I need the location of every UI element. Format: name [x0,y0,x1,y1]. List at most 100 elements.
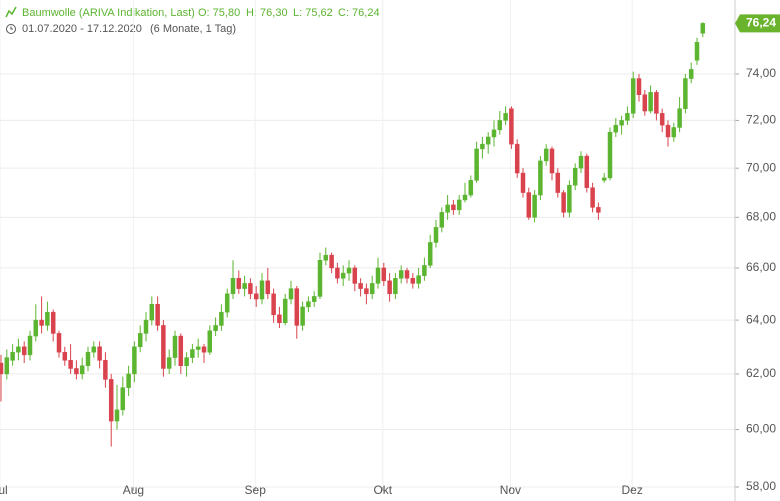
candle-body [45,311,50,326]
candle-body [393,277,398,295]
candle-body [526,192,532,218]
candle-body [422,265,427,276]
candle-body [474,148,479,181]
y-tick-label: 70,00 [746,160,776,174]
candle-body [16,346,21,353]
candle-body [480,143,485,150]
candle-body [375,267,381,284]
candle-body [369,283,375,295]
candle-body [248,283,253,295]
candle-body [642,94,648,112]
candle-body [584,155,590,188]
candle-body [68,360,73,369]
candle-body [654,92,659,114]
candle-body [555,172,561,193]
candle-body [427,242,433,266]
candle-body [50,311,56,334]
candle-body [485,136,491,145]
candle-body [85,351,91,366]
y-tick-label: 68,00 [746,209,776,223]
chart-icon [5,6,17,18]
candle-body [62,351,68,361]
candle-body [317,259,323,297]
candle-body [439,212,445,228]
candle-body [323,254,329,261]
candle-body [294,288,300,326]
candle-body [91,346,97,353]
candle-body [688,69,694,79]
period: (6 Monate, 1 Tag) [150,23,236,35]
x-tick-label: Jul [0,483,8,497]
candle-body [665,124,671,138]
candle-body [271,293,276,316]
candle-body [433,227,439,243]
candle-body [300,306,305,326]
candle-body [79,365,85,375]
header: Baumwolle (ARIVA Indikation, Last) O: 75… [5,6,380,35]
candle-body [346,267,352,274]
date-range: 01.07.2020 - 17.12.2020 [22,23,142,35]
y-tick-label: 72,00 [746,113,776,127]
grid [0,0,735,488]
x-tick-label: Sep [245,483,267,497]
candle-body [335,267,340,279]
candle-body [451,204,456,211]
y-tick-label: 64,00 [746,312,776,326]
candle-body [56,333,62,353]
candle-body [126,373,131,388]
candle-body [416,275,421,284]
candle-body [404,270,410,279]
candle-body [677,108,682,128]
close-label: C: 76,24 [338,7,380,19]
x-tick-label: Okt [373,483,392,497]
candle-body [120,387,126,411]
candle-body [143,319,149,334]
x-tick-label: Aug [123,483,144,497]
candle-body [282,298,288,324]
candle-body [184,357,189,366]
candle-body [340,272,346,279]
candle-body [132,346,137,375]
candle-body [33,319,39,337]
candle-body [190,349,195,358]
candle-body [387,280,392,295]
candle-body [619,120,624,126]
candle-body [607,131,613,179]
candle-body [398,270,404,279]
candle-body [27,335,33,356]
y-tick-label: 58,00 [746,479,776,493]
candle-body [97,346,102,361]
candle-body [265,280,271,295]
candle-body [445,204,450,213]
candle-body [648,92,653,112]
candle-body [259,280,265,300]
candle-body [242,283,247,289]
candle-body [532,194,537,218]
candle-body [236,277,242,289]
candle-body [311,296,317,302]
candle-body [103,360,108,380]
candle-body [543,148,549,162]
low-label: L: 75,62 [293,7,333,19]
candle-body [694,41,700,61]
candle-body [166,357,172,369]
candle-body [108,379,114,422]
y-tick-label: 66,00 [746,260,776,274]
candle-body [601,177,607,181]
x-tick-label: Nov [500,483,521,497]
candle-body [21,346,27,356]
candle-body [352,267,358,284]
candle-body [503,113,508,121]
candle-body [636,78,642,95]
candle-body [149,304,155,321]
candle-body [625,113,630,121]
last-price-label: 76,24 [746,16,776,30]
candle-body [178,335,184,366]
y-tick-label: 60,00 [746,422,776,436]
candle-body [74,368,79,375]
candle-body [572,167,578,186]
candle-body [509,108,514,145]
candle-body [161,325,166,369]
candle-body [253,293,259,300]
